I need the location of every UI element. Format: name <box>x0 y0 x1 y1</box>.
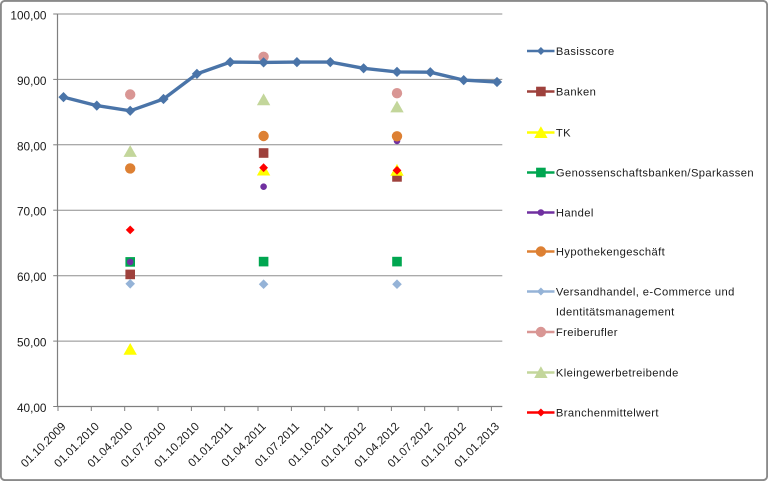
svg-text:TK: TK <box>556 127 571 139</box>
svg-text:Branchenmittelwert: Branchenmittelwert <box>556 407 659 419</box>
svg-text:Versandhandel, e-Commerce und: Versandhandel, e-Commerce und <box>556 286 735 298</box>
svg-text:40,00: 40,00 <box>17 401 47 415</box>
svg-text:Hypothekengeschäft: Hypothekengeschäft <box>556 246 666 258</box>
svg-text:50,00: 50,00 <box>17 336 47 350</box>
svg-text:90,00: 90,00 <box>17 74 47 88</box>
svg-text:Freiberufler: Freiberufler <box>556 327 618 339</box>
svg-text:Identitätsmanagement: Identitätsmanagement <box>556 306 675 318</box>
svg-text:60,00: 60,00 <box>17 270 47 284</box>
svg-text:80,00: 80,00 <box>17 139 47 153</box>
svg-text:Banken: Banken <box>556 86 596 98</box>
svg-text:Handel: Handel <box>556 207 594 219</box>
svg-text:Basisscore: Basisscore <box>556 46 615 58</box>
svg-text:70,00: 70,00 <box>17 205 47 219</box>
svg-text:100,00: 100,00 <box>10 9 47 23</box>
svg-text:Genossenschaftsbanken/Sparkass: Genossenschaftsbanken/Sparkassen <box>556 167 754 179</box>
svg-text:Kleingewerbetreibende: Kleingewerbetreibende <box>556 367 679 379</box>
